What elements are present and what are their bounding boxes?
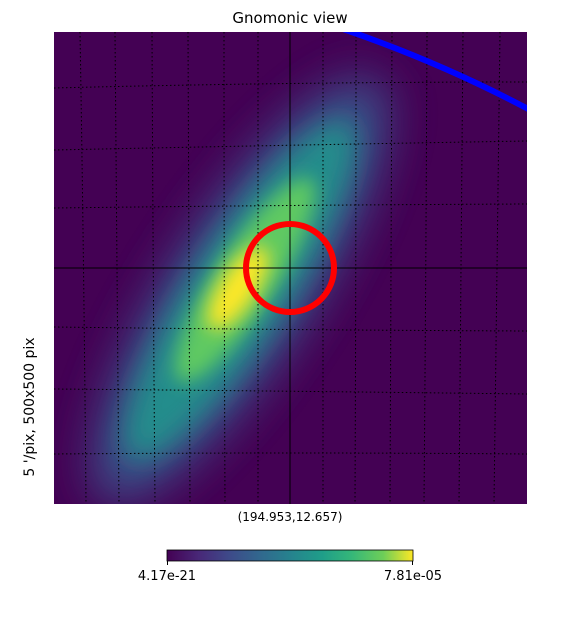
overlay-arc: [342, 32, 527, 112]
colorbar: [166, 549, 414, 562]
overlay-circle: [243, 221, 337, 315]
map-area: [54, 32, 527, 504]
colorbar-min-label: 4.17e-21: [137, 569, 197, 584]
center-coordinates-label: (194.953,12.657): [237, 510, 343, 524]
colorbar-max-label: 7.81e-05: [383, 569, 443, 584]
chart-title: Gnomonic view: [232, 9, 348, 27]
resolution-label: 5 '/pix, 500x500 pix: [22, 337, 38, 477]
